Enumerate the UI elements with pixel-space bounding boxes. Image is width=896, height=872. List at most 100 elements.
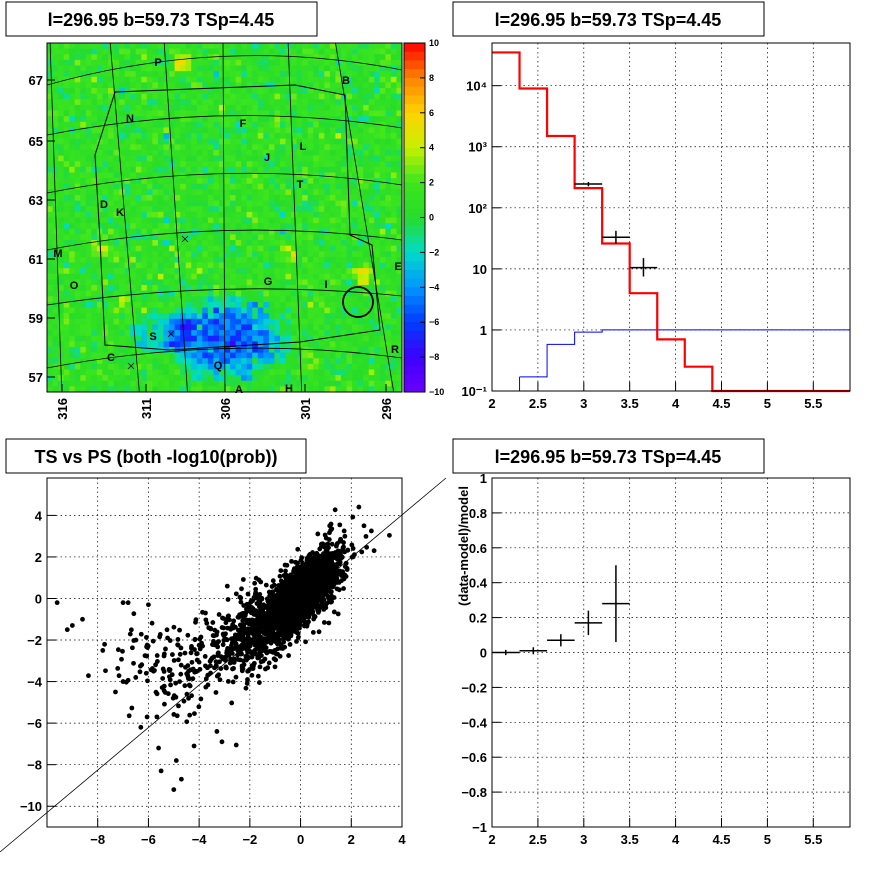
heatmap-cell: [180, 166, 187, 173]
heatmap-cell: [302, 234, 309, 241]
heatmap-cell: [213, 54, 220, 61]
heatmap-cell: [58, 262, 65, 269]
heatmap-cell: [96, 88, 103, 95]
heatmap-cell: [63, 296, 70, 303]
heatmap-cell: [268, 380, 275, 387]
heatmap-cell: [146, 318, 153, 325]
heatmap-cell: [163, 133, 170, 140]
heatmap-cell: [191, 172, 198, 179]
heatmap-cell: [307, 268, 314, 275]
heatmap-cell: [130, 149, 137, 156]
heatmap-cell: [263, 194, 270, 202]
heatmap-cell: [74, 127, 81, 134]
heatmap-cell: [302, 88, 309, 95]
heatmap-cell: [352, 48, 359, 55]
heatmap-cell: [213, 324, 220, 331]
heatmap-cell: [340, 82, 347, 89]
heatmap-cell: [390, 240, 397, 247]
heatmap-cell: [224, 375, 231, 382]
heatmap-cell: [279, 256, 286, 263]
heatmap-cell: [74, 234, 81, 241]
y-tick-label: 59: [29, 311, 43, 326]
heatmap-cell: [119, 138, 126, 145]
heatmap-cell: [85, 369, 92, 376]
heatmap-cell: [224, 110, 231, 117]
heatmap-cell: [340, 223, 347, 230]
heatmap-cell: [174, 200, 181, 207]
heatmap-cell: [313, 178, 320, 185]
heatmap-cell: [340, 335, 347, 342]
heatmap-cell: [363, 194, 370, 202]
heatmap-cell: [96, 48, 103, 55]
heatmap-cell: [318, 211, 325, 218]
heatmap-cell: [191, 127, 198, 134]
heatmap-cell: [385, 318, 392, 325]
heatmap-cell: [335, 121, 342, 128]
heatmap-cell: [185, 279, 192, 286]
heatmap-cell: [174, 166, 181, 173]
heatmap-cell: [113, 206, 120, 213]
heatmap-cell: [318, 99, 325, 106]
heatmap-cell: [296, 144, 303, 151]
heatmap-cell: [235, 369, 242, 376]
heatmap-cell: [169, 178, 175, 185]
heatmap-cell: [74, 59, 81, 66]
heatmap-cell: [202, 43, 209, 50]
heatmap-cell: [257, 375, 264, 382]
heatmap-cell: [58, 217, 65, 224]
heatmap-cell: [390, 133, 397, 140]
heatmap-cell: [307, 65, 314, 72]
heatmap-cell: [313, 155, 320, 162]
heatmap-cell: [363, 76, 370, 83]
heatmap-cell: [141, 234, 148, 241]
heatmap-cell: [279, 144, 286, 151]
heatmap-cell: [335, 155, 342, 162]
heatmap-cell: [180, 155, 187, 162]
heatmap-cell: [368, 290, 375, 297]
heatmap-cell: [352, 240, 359, 247]
heatmap-cell: [274, 369, 281, 376]
heatmap-cell: [274, 166, 281, 173]
heatmap-cell: [174, 358, 181, 365]
heatmap-cell: [80, 240, 87, 247]
heatmap-cell: [274, 48, 281, 55]
heatmap-cell: [52, 301, 59, 308]
heatmap-cell: [102, 273, 109, 280]
heatmap-cell: [146, 301, 153, 308]
heatmap-cell: [235, 161, 242, 168]
heatmap-cell: [163, 301, 170, 308]
heatmap-cell: [329, 228, 336, 235]
heatmap-cell: [141, 346, 148, 353]
heatmap-cell: [274, 285, 281, 292]
heatmap-cell: [146, 346, 153, 353]
heatmap-cell: [135, 262, 142, 269]
heatmap-cell: [135, 138, 142, 145]
heatmap-cell: [257, 273, 264, 280]
heatmap-cell: [296, 48, 303, 55]
heatmap-cell: [357, 138, 364, 145]
heatmap-cell: [58, 59, 65, 66]
y-tick-label: 10³: [468, 140, 487, 155]
heatmap-cell: [124, 369, 131, 376]
heatmap-cell: [85, 172, 92, 179]
heatmap-cell: [113, 386, 120, 392]
heatmap-cell: [146, 183, 153, 190]
heatmap-cell: [363, 43, 370, 50]
heatmap-cell: [230, 318, 236, 325]
heatmap-cell: [108, 178, 114, 185]
heatmap-cell: [213, 144, 220, 151]
heatmap-cell: [174, 161, 181, 168]
heatmap-cell: [130, 54, 137, 61]
heatmap-cell: [396, 245, 402, 252]
heatmap-cell: [230, 251, 236, 258]
heatmap-cell: [102, 88, 109, 95]
heatmap-cell: [91, 307, 98, 314]
heatmap-cell: [396, 240, 402, 247]
heatmap-cell: [47, 217, 53, 224]
heatmap-cell: [47, 82, 53, 89]
heatmap-cell: [246, 110, 253, 117]
heatmap-cell: [335, 104, 342, 111]
heatmap-cell: [374, 161, 381, 168]
heatmap-cell: [52, 99, 59, 106]
heatmap-cell: [318, 104, 325, 111]
